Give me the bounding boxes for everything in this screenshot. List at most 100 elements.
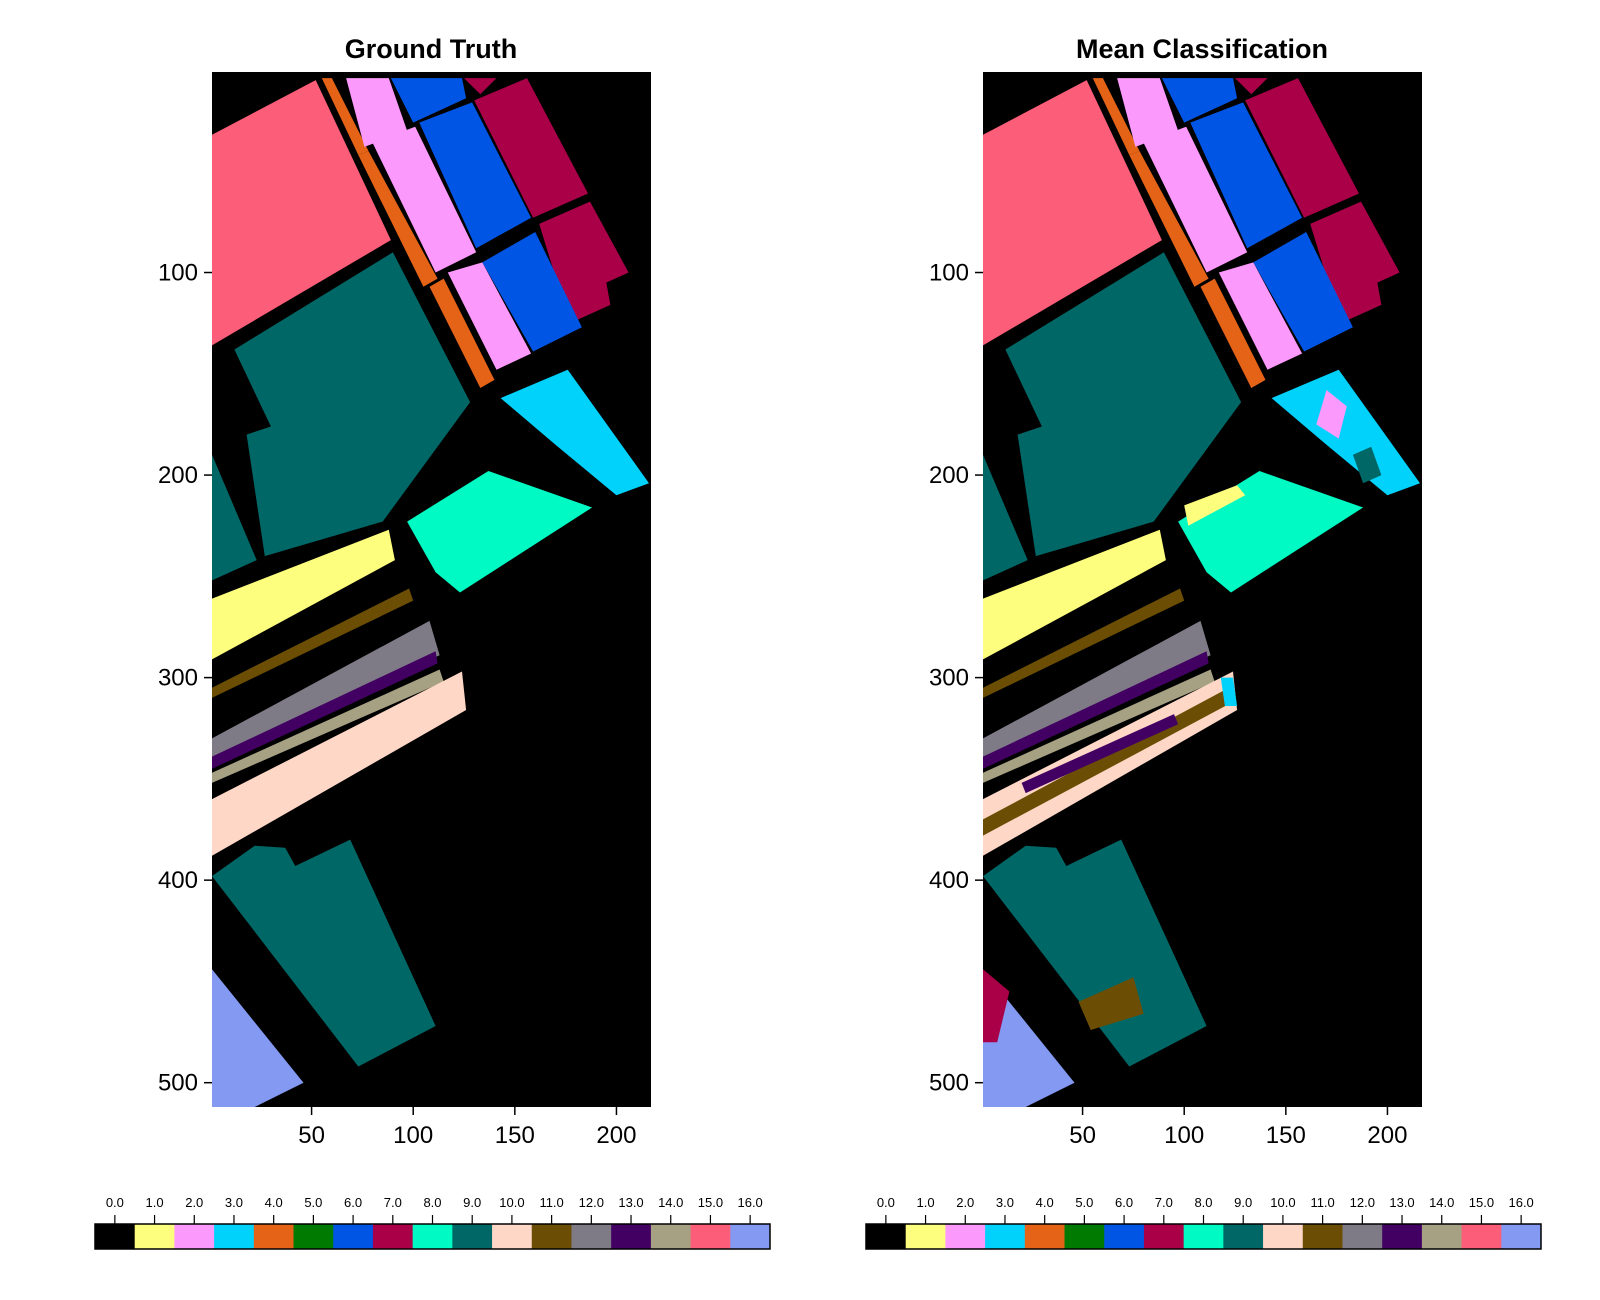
class-region-1 (1184, 485, 1246, 526)
class-region-4 (429, 278, 495, 388)
x-tick-label: 50 (298, 1122, 325, 1149)
colorbar-tick-label: 9.0 (463, 1195, 481, 1210)
colorbar-swatch (1183, 1224, 1224, 1249)
colorbar-swatch (1302, 1224, 1343, 1249)
class-region-2 (346, 78, 408, 147)
colorbar-tick-label: 14.0 (1429, 1195, 1454, 1210)
colorbar-swatch (1263, 1224, 1304, 1249)
class-region-11 (212, 588, 414, 698)
class-region-4 (1129, 151, 1209, 287)
colorbar-swatch (253, 1224, 295, 1249)
class-region-1 (983, 529, 1166, 660)
colorbar-swatch (730, 1224, 771, 1249)
x-tick-label: 100 (393, 1122, 433, 1149)
colorbar-tick-label: 13.0 (1389, 1195, 1414, 1210)
class-region-6 (390, 78, 467, 123)
class-region-9 (212, 839, 436, 1067)
colorbar-tick-label: 12.0 (579, 1195, 604, 1210)
class-region-9 (983, 839, 1207, 1067)
colorbar-tick-label: 12.0 (1350, 1195, 1375, 1210)
colorbar-tick-label: 2.0 (185, 1195, 203, 1210)
class-region-10 (212, 671, 467, 856)
colorbar-swatch (1223, 1224, 1264, 1249)
colorbar-tick-label: 4.0 (1036, 1195, 1054, 1210)
colorbar-tick-label: 10.0 (1270, 1195, 1295, 1210)
colorbar-tick-label: 16.0 (1508, 1195, 1533, 1210)
colorbar-swatch (1461, 1224, 1502, 1249)
colorbar-swatch (1342, 1224, 1383, 1249)
colorbar-swatch (1143, 1224, 1185, 1249)
class-region-1 (212, 529, 395, 660)
class-region-2 (1218, 262, 1303, 370)
y-tick-label: 400 (158, 867, 198, 894)
colorbar-swatch (492, 1224, 533, 1249)
colorbar-tick-label: 8.0 (423, 1195, 441, 1210)
x-tick-label: 150 (495, 1122, 535, 1149)
class-region-9 (234, 252, 471, 557)
colorbar-swatch (134, 1224, 175, 1249)
class-region-9 (1005, 252, 1242, 557)
x-tick-label: 50 (1069, 1122, 1096, 1149)
colorbar-tick-label: 0.0 (877, 1195, 895, 1210)
colorbar-tick-label: 7.0 (1155, 1195, 1173, 1210)
class-region-7 (1235, 78, 1268, 95)
colorbar-swatch (650, 1224, 692, 1249)
colorbar-tick-label: 3.0 (225, 1195, 243, 1210)
y-tick-label: 500 (158, 1070, 198, 1097)
colorbar-swatch (412, 1224, 453, 1249)
chart-title-ground-truth: Ground Truth (345, 34, 517, 64)
colorbar-tick-label: 11.0 (1310, 1195, 1334, 1210)
class-region-2 (1316, 390, 1347, 439)
y-tick-label: 500 (929, 1070, 969, 1097)
colorbar-tick-label: 14.0 (658, 1195, 683, 1210)
class-region-12 (212, 620, 440, 759)
class-region-2 (447, 262, 532, 370)
colorbar-tick-label: 5.0 (1075, 1195, 1093, 1210)
class-region-2 (1117, 78, 1179, 147)
y-tick-label: 100 (929, 260, 969, 287)
colorbar-tick-label: 0.0 (106, 1195, 124, 1210)
class-region-3 (1220, 677, 1238, 706)
class-region-6 (419, 102, 532, 249)
panel-mean-classification: Mean Classification 50 100 150 200 100 200 300… (929, 34, 1422, 1149)
class-region-12 (983, 620, 1211, 759)
colorbar-swatch (1421, 1224, 1463, 1249)
class-region-7 (1245, 78, 1359, 218)
colorbar-tick-label: 7.0 (384, 1195, 402, 1210)
colorbar-tick-label: 16.0 (737, 1195, 762, 1210)
class-region-4 (321, 78, 369, 155)
class-region-7 (983, 969, 1010, 1043)
y-tick-label: 300 (158, 665, 198, 692)
class-region-16 (212, 969, 304, 1107)
colorbar-tick-label: 3.0 (996, 1195, 1014, 1210)
class-region-9 (1352, 446, 1382, 484)
colorbar-swatch (1104, 1224, 1145, 1249)
colorbar-swatch (293, 1224, 334, 1249)
colorbar-swatch (452, 1224, 493, 1249)
colorbar-swatch (571, 1224, 612, 1249)
class-regions-mean-classification (983, 78, 1420, 1107)
axis-ticks-ground-truth: 50 100 150 200 100 200 300 400 500 (158, 260, 637, 1149)
colorbar-swatch (611, 1224, 652, 1249)
colorbar-tick-label: 6.0 (344, 1195, 362, 1210)
colorbar-swatch (1064, 1224, 1105, 1249)
class-region-3 (500, 369, 649, 496)
colorbar-swatch (95, 1224, 136, 1249)
colorbar-swatch (905, 1224, 946, 1249)
panel-ground-truth: Ground Truth 50 100 150 200 100 200 300 400 500 (158, 34, 651, 1149)
class-region-2 (372, 126, 477, 273)
x-tick-label: 100 (1164, 1122, 1204, 1149)
colorbar-tick-label: 2.0 (956, 1195, 974, 1210)
colorbar-tick-label: 4.0 (265, 1195, 283, 1210)
colorbar-swatch (690, 1224, 731, 1249)
colorbar-tick-label: 11.0 (539, 1195, 563, 1210)
y-tick-label: 100 (158, 260, 198, 287)
colorbar-swatch (866, 1224, 907, 1249)
class-region-8 (407, 471, 593, 593)
colorbar-swatch (1501, 1224, 1542, 1249)
colorbar-tick-label: 5.0 (304, 1195, 322, 1210)
x-tick-label: 200 (596, 1122, 636, 1149)
colorbar-swatch (214, 1224, 255, 1249)
class-region-15 (212, 80, 391, 346)
